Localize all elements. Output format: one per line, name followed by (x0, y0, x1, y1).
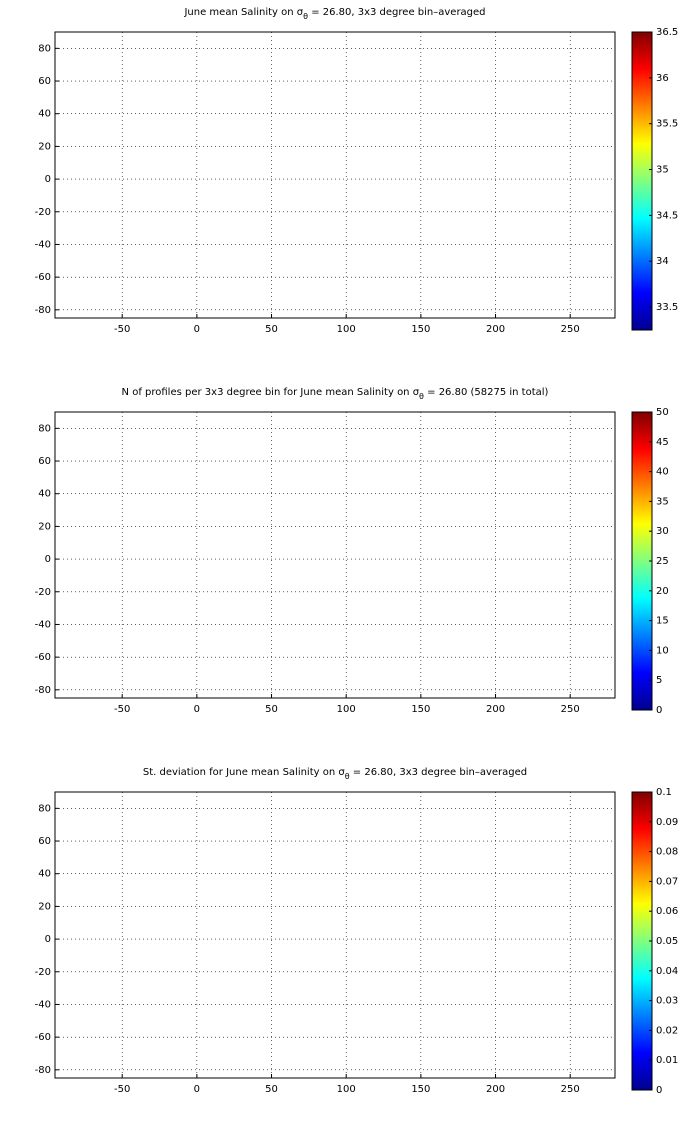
y-tick-label: -20 (35, 587, 51, 598)
title-end: = 26.80 (58275 in total) (424, 387, 549, 398)
y-tick-label: -40 (35, 999, 51, 1010)
y-tick-label: -60 (35, 272, 51, 283)
y-tick-label: -20 (35, 967, 51, 978)
y-tick-label: 40 (38, 869, 51, 880)
x-tick-label: 50 (265, 1084, 278, 1095)
colorbar-tick-label: 50 (656, 407, 669, 418)
x-tick-label: -50 (114, 704, 130, 715)
x-tick-label: 100 (337, 324, 356, 335)
colorbar-tick-label: 36 (656, 73, 669, 84)
title-end: = 26.80, 3x3 degree bin–averaged (308, 7, 486, 18)
colorbar-tick-label: 20 (656, 586, 669, 597)
chart-title: N of profiles per 3x3 degree bin for Jun… (122, 387, 549, 401)
y-tick-label: 80 (38, 423, 51, 434)
x-tick-label: 200 (486, 324, 505, 335)
y-tick-label: 40 (38, 109, 51, 120)
plot-area (55, 32, 615, 318)
colorbar-tick-label: 40 (656, 467, 669, 478)
colorbar-tick-label: 0.1 (656, 787, 672, 798)
colorbar-tick-label: 30 (656, 526, 669, 537)
colorbar-tick-label: 0.06 (656, 906, 678, 917)
y-tick-label: 60 (38, 76, 51, 87)
plot-frame (54, 791, 616, 1079)
y-tick-label: -80 (35, 685, 51, 696)
y-tick-label: -20 (35, 207, 51, 218)
plot-area (55, 412, 615, 698)
x-tick-label: 50 (265, 324, 278, 335)
plot-frame (54, 411, 616, 699)
x-tick-label: 0 (194, 324, 200, 335)
title-text: N of profiles per 3x3 degree bin for Jun… (122, 387, 420, 398)
colorbar-tick-label: 34.5 (656, 210, 678, 221)
colorbar-tick-label: 36.5 (656, 27, 678, 38)
plot-frame (54, 31, 616, 319)
y-tick-label: -40 (35, 619, 51, 630)
colorbar-tick-label: 35.5 (656, 119, 678, 130)
y-tick-label: 60 (38, 456, 51, 467)
title-text: June mean Salinity on σ (183, 7, 303, 18)
colorbar-tick-label: 15 (656, 616, 669, 627)
colorbar-tick-label: 0 (656, 1085, 662, 1096)
x-tick-label: 50 (265, 704, 278, 715)
x-tick-label: 250 (561, 704, 580, 715)
plot-area (55, 792, 615, 1078)
title-text: St. deviation for June mean Salinity on … (143, 767, 346, 778)
x-tick-label: 100 (337, 1084, 356, 1095)
x-tick-label: 250 (561, 1084, 580, 1095)
x-tick-label: -50 (114, 324, 130, 335)
colorbar-tick-label: 35 (656, 165, 669, 176)
x-tick-label: 0 (194, 704, 200, 715)
x-tick-label: 250 (561, 324, 580, 335)
colorbar-tick-label: 0.04 (656, 966, 678, 977)
y-tick-label: 20 (38, 521, 51, 532)
y-tick-label: 0 (45, 934, 51, 945)
colorbar-tick-label: 45 (656, 437, 669, 448)
colorbar-tick-label: 0.02 (656, 1025, 678, 1036)
y-tick-label: 0 (45, 554, 51, 565)
x-tick-label: 150 (411, 324, 430, 335)
colorbar-tick-label: 0.07 (656, 876, 678, 887)
colorbar-tick-label: 0.03 (656, 996, 678, 1007)
colorbar-tick-label: 0.08 (656, 847, 678, 858)
title-subscript: θ (303, 12, 308, 21)
colorbar-tick-label: 0.05 (656, 936, 678, 947)
chart-title: June mean Salinity on σθ = 26.80, 3x3 de… (183, 7, 485, 21)
y-tick-label: 20 (38, 901, 51, 912)
colorbar (631, 31, 653, 331)
x-tick-label: 0 (194, 1084, 200, 1095)
colorbar-tick-label: 34 (656, 256, 669, 267)
colorbar-tick-label: 0 (656, 705, 662, 716)
chart-title: St. deviation for June mean Salinity on … (143, 767, 527, 781)
title-end: = 26.80, 3x3 degree bin–averaged (350, 767, 528, 778)
x-tick-label: 150 (411, 1084, 430, 1095)
y-tick-label: 0 (45, 174, 51, 185)
y-tick-label: -40 (35, 239, 51, 250)
colorbar-tick-label: 10 (656, 645, 669, 656)
y-tick-label: 60 (38, 836, 51, 847)
y-tick-label: -80 (35, 305, 51, 316)
y-tick-label: 20 (38, 141, 51, 152)
colorbar-tick-label: 25 (656, 556, 669, 567)
y-tick-label: 80 (38, 43, 51, 54)
x-tick-label: 150 (411, 704, 430, 715)
title-subscript: θ (419, 392, 424, 401)
colorbar-tick-label: 0.01 (656, 1055, 678, 1066)
x-tick-label: 200 (486, 704, 505, 715)
x-tick-label: 200 (486, 1084, 505, 1095)
colorbar-tick-label: 35 (656, 496, 669, 507)
y-tick-label: 40 (38, 489, 51, 500)
y-tick-label: -80 (35, 1065, 51, 1076)
y-tick-label: -60 (35, 1032, 51, 1043)
x-tick-label: 100 (337, 704, 356, 715)
colorbar-tick-label: 0.09 (656, 817, 678, 828)
y-tick-label: 80 (38, 803, 51, 814)
x-tick-label: -50 (114, 1084, 130, 1095)
colorbar-tick-label: 5 (656, 675, 662, 686)
y-tick-label: -60 (35, 652, 51, 663)
colorbar-tick-label: 33.5 (656, 302, 678, 313)
title-subscript: θ (345, 772, 350, 781)
